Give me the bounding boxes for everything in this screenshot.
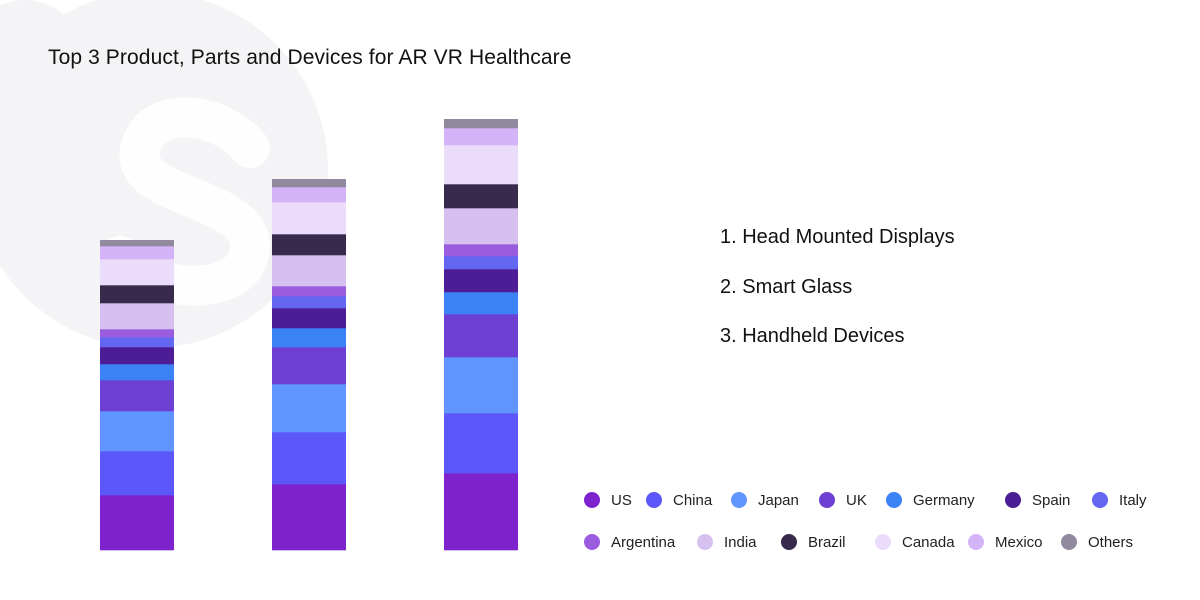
bar-segment-mexico-3 [444,128,518,146]
legend-label: Japan [758,491,799,509]
legend-item-brazil: Brazil [781,529,846,555]
bar-segment-germany-1 [100,364,174,381]
legend-swatch [819,492,835,508]
bar-segment-canada-2 [272,202,346,235]
legend-item-italy: Italy [1092,487,1147,513]
legend-label: India [724,533,757,551]
bar-segment-india-3 [444,208,518,245]
legend-swatch [697,534,713,550]
bar-segment-italy-3 [444,256,518,270]
legend-label: Brazil [808,533,846,551]
bar-segment-argentina-1 [100,329,174,338]
legend-label: US [611,491,632,509]
legend-row-2: Argentina India Brazil Canada Mexico Others [584,529,1184,571]
bar-segment-spain-3 [444,269,518,293]
chart-title: Top 3 Product, Parts and Devices for AR … [48,46,572,69]
bar-segment-china-3 [444,413,518,474]
bar-segment-india-1 [100,303,174,330]
legend-label: UK [846,491,867,509]
bar-segment-germany-2 [272,328,346,348]
legend-swatch [646,492,662,508]
bar-segment-brazil-1 [100,285,174,304]
bar-segment-japan-3 [444,357,518,414]
legend-swatch [584,534,600,550]
legend-label: Germany [913,491,975,509]
legend-label: China [673,491,713,509]
bar-segment-china-1 [100,451,174,496]
product-list: 1. Head Mounted Displays 2. Smart Glass 3.… [720,222,955,371]
bar-segment-others-3 [444,119,518,129]
bar-segment-japan-2 [272,384,346,433]
bar-segment-canada-1 [100,259,174,286]
bar-segment-uk-1 [100,380,174,412]
bar-segment-others-1 [100,240,174,247]
bar-segment-us-2 [272,484,346,551]
legend-swatch [886,492,902,508]
legend-label: Argentina [611,533,676,551]
bar-segment-italy-1 [100,337,174,348]
product-item-3: 3. Handheld Devices [720,325,905,347]
legend-swatch [781,534,797,550]
chart-legend: US China Japan UK Germany Spain Italy Argentina… [584,487,1184,571]
bar-segment-china-2 [272,432,346,485]
bar-segment-brazil-3 [444,184,518,209]
legend-swatch [1092,492,1108,508]
bar-segment-spain-2 [272,308,346,329]
legend-swatch [731,492,747,508]
bar-stack-1 [100,240,174,551]
bar-segment-mexico-2 [272,187,346,203]
bar-segment-italy-2 [272,296,346,309]
legend-label: Canada [902,533,955,551]
legend-swatch [584,492,600,508]
bar-segment-brazil-2 [272,234,346,256]
legend-item-india: India [697,529,757,555]
legend-swatch [1005,492,1021,508]
bar-segment-uk-3 [444,314,518,358]
bar-segment-us-1 [100,495,174,551]
legend-item-us: US [584,487,632,513]
legend-swatch [875,534,891,550]
bar-segment-argentina-3 [444,244,518,257]
bar-stack-2 [272,179,346,551]
bar-segment-others-2 [272,179,346,188]
legend-item-germany: Germany [886,487,975,513]
bar-segment-uk-2 [272,347,346,385]
legend-item-canada: Canada [875,529,955,555]
bar-segment-india-2 [272,255,346,287]
legend-label: Mexico [995,533,1043,551]
legend-label: Italy [1119,491,1147,509]
bar-segment-canada-3 [444,145,518,185]
legend-label: Spain [1032,491,1071,509]
legend-row-1: US China Japan UK Germany Spain Italy [584,487,1184,529]
legend-item-spain: Spain [1005,487,1070,513]
legend-item-mexico: Mexico [968,529,1043,555]
legend-label: Others [1088,533,1134,551]
product-item-1: 1. Head Mounted Displays [720,226,955,248]
bar-segment-spain-1 [100,347,174,365]
product-item-2: 2. Smart Glass [720,275,853,298]
bar-segment-germany-3 [444,292,518,315]
legend-item-uk: UK [819,487,867,513]
legend-swatch [968,534,984,550]
legend-item-china: China [646,487,712,513]
bar-stack-3 [444,119,518,551]
bar-segment-japan-1 [100,411,174,452]
legend-item-argentina: Argentina [584,529,675,555]
bar-segment-mexico-1 [100,246,174,260]
bar-segment-argentina-2 [272,286,346,297]
legend-item-japan: Japan [731,487,799,513]
bar-segment-us-3 [444,473,518,551]
legend-swatch [1061,534,1077,550]
legend-item-others: Others [1061,529,1133,555]
